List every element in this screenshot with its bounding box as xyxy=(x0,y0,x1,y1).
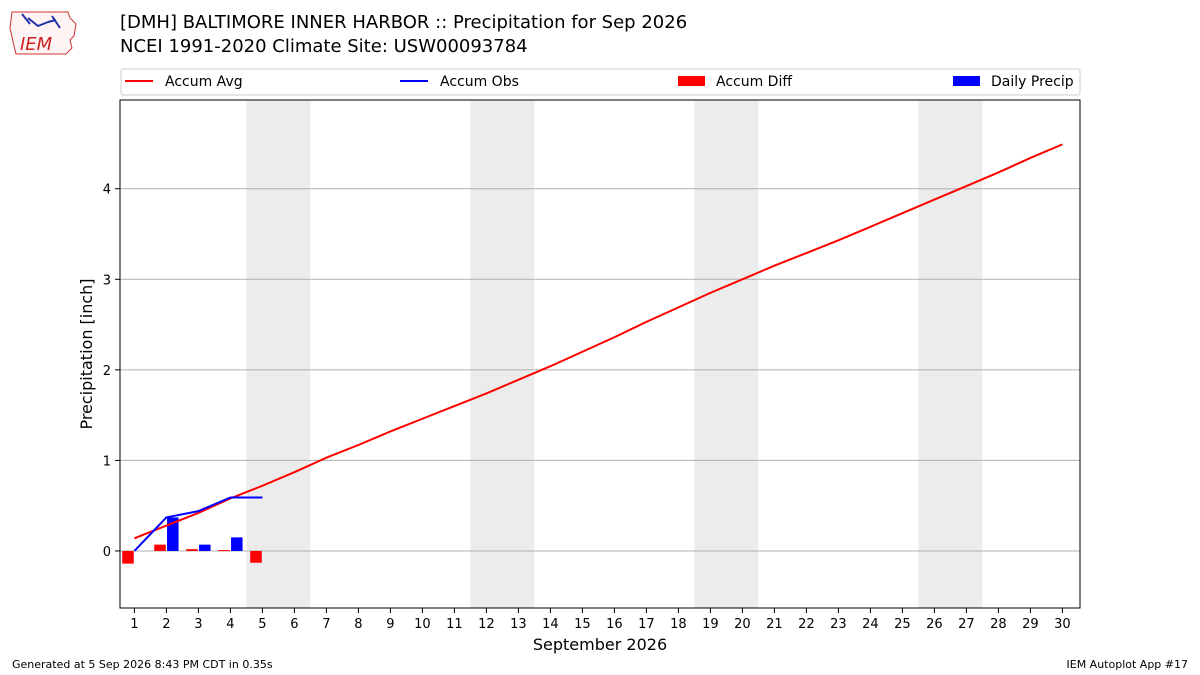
iowa-state-outline xyxy=(9,11,77,55)
daily-precip-bar xyxy=(231,537,243,551)
x-tick-label: 26 xyxy=(926,617,943,632)
accum-obs-line xyxy=(133,496,263,552)
legend-label-accum-diff: Accum Diff xyxy=(716,74,792,90)
x-tick-label: 2 xyxy=(162,617,170,632)
x-tick-label: 24 xyxy=(862,617,879,632)
weekend-band xyxy=(694,100,759,608)
grid-lines xyxy=(120,188,1080,552)
y-tick-label: 0 xyxy=(103,545,111,560)
x-tick-label: 28 xyxy=(990,617,1007,632)
legend: Accum Avg Accum Obs Accum Diff Daily Precip xyxy=(120,68,1081,96)
y-tick-label: 4 xyxy=(103,183,111,198)
accum-diff-bar xyxy=(250,550,262,563)
accum-avg-line xyxy=(134,143,1063,540)
x-tick-label: 6 xyxy=(290,617,298,632)
x-tick-label: 12 xyxy=(478,617,495,632)
x-tick-label: 8 xyxy=(354,617,362,632)
x-tick-label: 15 xyxy=(574,617,591,632)
accum-diff-bar xyxy=(186,549,198,551)
x-tick-label: 21 xyxy=(766,617,783,632)
x-tick-label: 14 xyxy=(542,617,559,632)
x-tick-label: 29 xyxy=(1022,617,1039,632)
chart-title: [DMH] BALTIMORE INNER HARBOR :: Precipit… xyxy=(120,12,688,33)
weekend-band xyxy=(918,100,983,608)
x-tick-label: 10 xyxy=(414,617,431,632)
y-tick-label: 2 xyxy=(103,364,111,379)
accum-diff-bar xyxy=(154,544,166,551)
iem-logo: IEM xyxy=(9,11,77,55)
app-label: IEM Autoplot App #17 xyxy=(1066,658,1189,671)
x-tick-label: 20 xyxy=(734,617,751,632)
weather-station-icon xyxy=(21,13,61,29)
y-axis-label: Precipitation [inch] xyxy=(77,278,96,429)
generated-timestamp: Generated at 5 Sep 2026 8:43 PM CDT in 0… xyxy=(12,658,273,671)
accum-diff-bar xyxy=(218,550,230,552)
y-tick-label: 3 xyxy=(103,273,111,288)
x-tick-label: 4 xyxy=(226,617,234,632)
legend-frame xyxy=(120,68,1081,96)
plot-frame xyxy=(119,99,1081,609)
x-tick-label: 1 xyxy=(130,617,138,632)
daily-precip-bar xyxy=(199,544,211,551)
logo-text: IEM xyxy=(20,34,53,55)
x-tick-label: 18 xyxy=(670,617,687,632)
line-series xyxy=(133,143,1063,552)
x-tick-label: 9 xyxy=(386,617,394,632)
x-tick-label: 3 xyxy=(194,617,202,632)
chart-subtitle: NCEI 1991-2020 Climate Site: USW00093784 xyxy=(120,36,528,57)
x-axis-ticks: 1 2 3 4 5 6 7 8 9 10 11 12 13 14 15 16 17 18 19 20 21 22 23 24 2… xyxy=(130,608,1071,632)
y-axis-ticks: 0 1 2 3 4 xyxy=(103,183,120,560)
x-tick-label: 13 xyxy=(510,617,527,632)
x-tick-label: 5 xyxy=(258,617,266,632)
legend-label-accum-avg: Accum Avg xyxy=(165,74,243,90)
weekend-bands xyxy=(246,100,983,608)
legend-swatch-accum-diff xyxy=(678,76,705,86)
weekend-band xyxy=(470,100,535,608)
legend-swatch-daily-precip xyxy=(953,76,980,86)
y-tick-label: 1 xyxy=(103,454,111,469)
x-tick-label: 7 xyxy=(322,617,330,632)
x-tick-label: 17 xyxy=(638,617,655,632)
x-tick-label: 30 xyxy=(1054,617,1071,632)
legend-label-accum-obs: Accum Obs xyxy=(440,74,519,90)
x-tick-label: 25 xyxy=(894,617,911,632)
daily-precip-bar xyxy=(167,517,179,551)
x-tick-label: 22 xyxy=(798,617,815,632)
x-tick-label: 27 xyxy=(958,617,975,632)
weekend-band xyxy=(246,100,311,608)
accum-diff-bar xyxy=(122,550,134,564)
x-tick-label: 11 xyxy=(446,617,463,632)
x-tick-label: 23 xyxy=(830,617,847,632)
x-tick-label: 19 xyxy=(702,617,719,632)
x-axis-label: September 2026 xyxy=(533,635,667,654)
x-tick-label: 16 xyxy=(606,617,623,632)
bar-series xyxy=(122,517,262,564)
legend-label-daily-precip: Daily Precip xyxy=(991,74,1074,90)
